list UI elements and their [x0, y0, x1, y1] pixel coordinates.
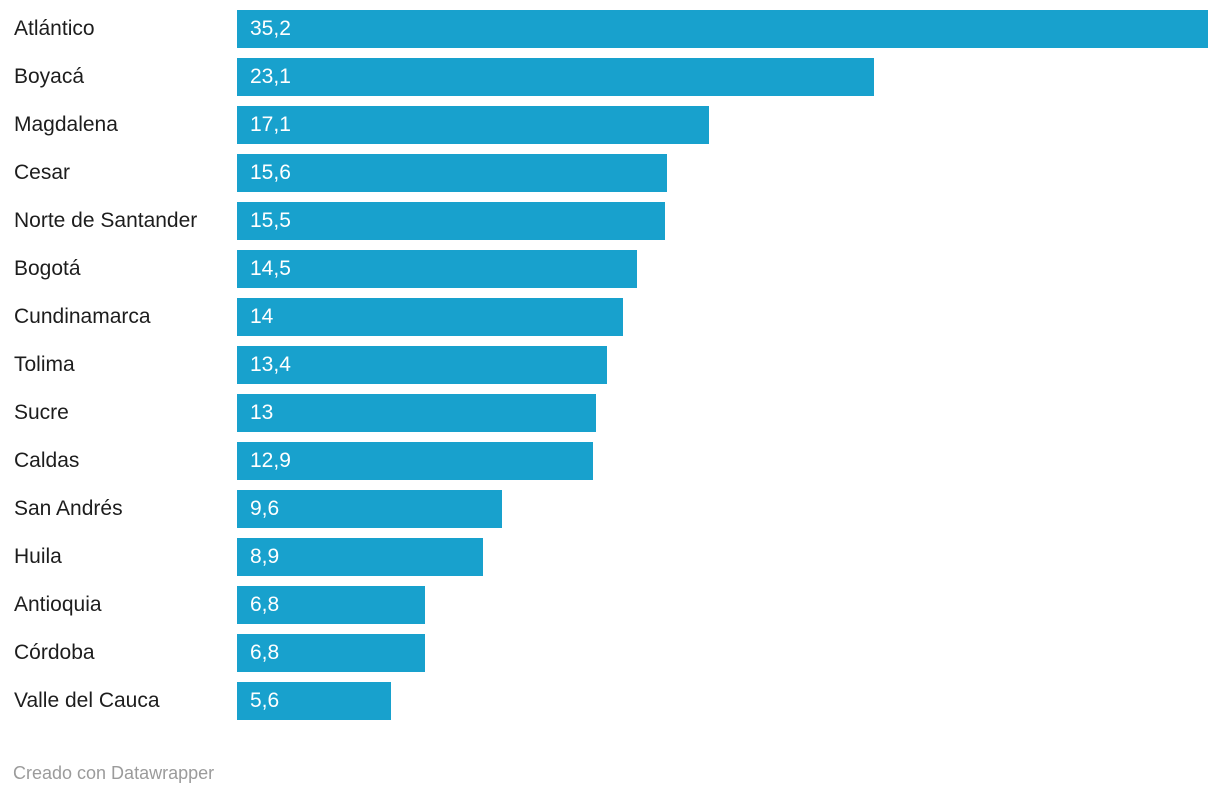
chart-row: Córdoba 6,8 [0, 634, 1208, 672]
bar-track: 14 [237, 298, 1208, 336]
bar-value-label: 13,4 [250, 353, 291, 376]
bar-track: 35,2 [237, 10, 1208, 48]
category-label: Magdalena [14, 113, 118, 136]
bar: 15,6 [237, 154, 668, 192]
category-label: San Andrés [14, 497, 123, 520]
bar: 14 [237, 298, 624, 336]
chart-row: Tolima 13,4 [0, 346, 1208, 384]
bar-track: 15,6 [237, 154, 1208, 192]
bar-value-label: 23,1 [250, 65, 291, 88]
bar: 12,9 [237, 442, 593, 480]
bar-track: 23,1 [237, 58, 1208, 96]
bar-value-label: 14 [250, 305, 274, 328]
bar: 8,9 [237, 538, 483, 576]
category-label: Huila [14, 545, 62, 568]
bar-value-label: 6,8 [250, 593, 280, 616]
category-label: Sucre [14, 401, 69, 424]
bar-track: 12,9 [237, 442, 1208, 480]
bar-track: 13 [237, 394, 1208, 432]
category-label: Caldas [14, 449, 80, 472]
chart-row: Magdalena 17,1 [0, 106, 1208, 144]
chart-row: Valle del Cauca 5,6 [0, 682, 1208, 720]
bar-value-label: 15,6 [250, 161, 291, 184]
category-label: Cundinamarca [14, 305, 151, 328]
bar-value-label: 14,5 [250, 257, 291, 280]
category-label: Norte de Santander [14, 209, 198, 232]
bar: 13,4 [237, 346, 607, 384]
bar-track: 13,4 [237, 346, 1208, 384]
category-label: Valle del Cauca [14, 689, 160, 712]
chart-row: Norte de Santander 15,5 [0, 202, 1208, 240]
chart-row: Caldas 12,9 [0, 442, 1208, 480]
bar-track: 15,5 [237, 202, 1208, 240]
bar-value-label: 15,5 [250, 209, 291, 232]
bar: 13 [237, 394, 596, 432]
chart-row: Boyacá 23,1 [0, 58, 1208, 96]
chart-row: Cesar 15,6 [0, 154, 1208, 192]
chart-row: Cundinamarca 14 [0, 298, 1208, 336]
rows: Atlántico 35,2 Boyacá 23,1 Magdalena 17,… [0, 10, 1208, 730]
bar: 6,8 [237, 634, 425, 672]
category-label: Boyacá [14, 65, 85, 88]
bar-value-label: 5,6 [250, 689, 280, 712]
bar: 6,8 [237, 586, 425, 624]
category-label: Cesar [14, 161, 71, 184]
chart-row: Antioquia 6,8 [0, 586, 1208, 624]
bar-track: 17,1 [237, 106, 1208, 144]
bar-track: 8,9 [237, 538, 1208, 576]
bar: 17,1 [237, 106, 709, 144]
bar: 35,2 [237, 10, 1208, 48]
category-label: Córdoba [14, 641, 95, 664]
chart-row: Bogotá 14,5 [0, 250, 1208, 288]
chart-row: Sucre 13 [0, 394, 1208, 432]
category-label: Bogotá [14, 257, 81, 280]
bar-track: 5,6 [237, 682, 1208, 720]
bar-track: 6,8 [237, 586, 1208, 624]
bar-value-label: 6,8 [250, 641, 280, 664]
bar-value-label: 17,1 [250, 113, 291, 136]
bar: 23,1 [237, 58, 875, 96]
category-label: Antioquia [14, 593, 102, 616]
bar: 14,5 [237, 250, 637, 288]
bar: 15,5 [237, 202, 665, 240]
bar-value-label: 8,9 [250, 545, 280, 568]
bar-track: 6,8 [237, 634, 1208, 672]
bar-value-label: 9,6 [250, 497, 280, 520]
chart-row: San Andrés 9,6 [0, 490, 1208, 528]
chart-row: Atlántico 35,2 [0, 10, 1208, 48]
bar-value-label: 12,9 [250, 449, 291, 472]
chart-row: Huila 8,9 [0, 538, 1208, 576]
category-label: Tolima [14, 353, 75, 376]
bar-track: 9,6 [237, 490, 1208, 528]
bar-value-label: 13 [250, 401, 274, 424]
bar: 9,6 [237, 490, 502, 528]
datawrapper-credit-link[interactable]: Creado con Datawrapper [13, 763, 215, 783]
bar-track: 14,5 [237, 250, 1208, 288]
bar-value-label: 35,2 [250, 17, 291, 40]
category-label: Atlántico [14, 17, 95, 40]
bar: 5,6 [237, 682, 392, 720]
